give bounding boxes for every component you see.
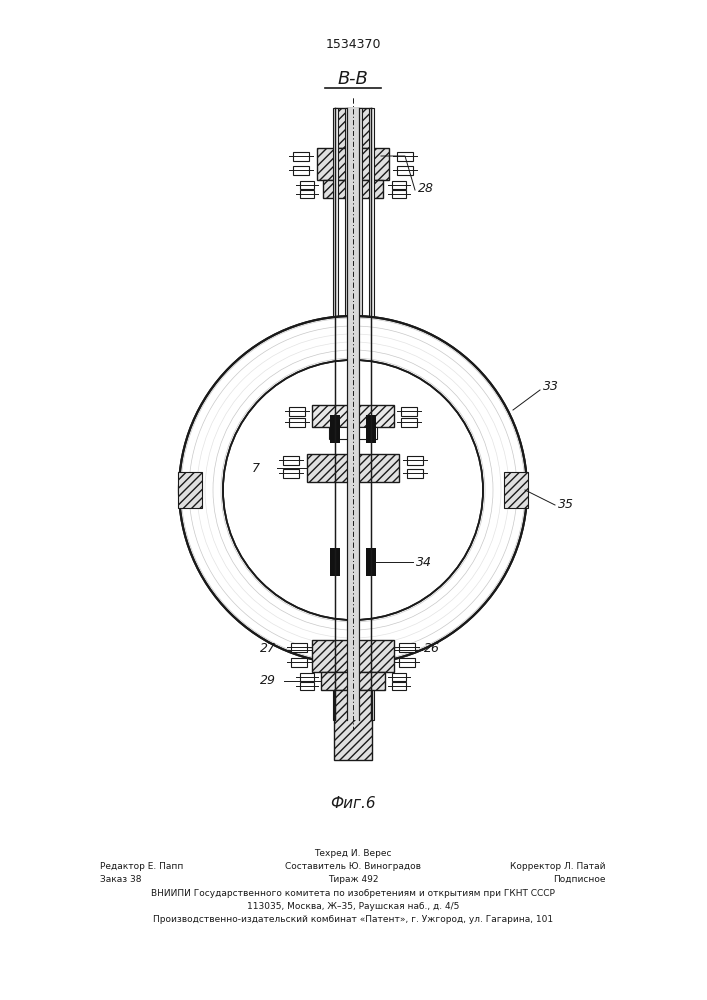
Text: 113035, Москва, Ж–35, Раушская наб., д. 4/5: 113035, Москва, Ж–35, Раушская наб., д. … bbox=[247, 902, 459, 911]
Bar bbox=[397, 165, 413, 174]
Ellipse shape bbox=[179, 316, 527, 664]
Text: Фиг.6: Фиг.6 bbox=[330, 796, 376, 811]
Text: ВНИИПИ Государственного комитета по изобретениям и открытиям при ГКНТ СССР: ВНИИПИ Государственного комитета по изоб… bbox=[151, 889, 555, 898]
Bar bbox=[399, 643, 415, 652]
Text: Заказ 38: Заказ 38 bbox=[100, 875, 141, 884]
Bar bbox=[345, 108, 350, 720]
Bar bbox=[330, 415, 340, 443]
Bar bbox=[504, 472, 528, 508]
Text: 26: 26 bbox=[424, 642, 440, 654]
Bar bbox=[291, 643, 307, 652]
Text: 29: 29 bbox=[260, 674, 276, 686]
Bar bbox=[300, 673, 314, 681]
Bar bbox=[307, 454, 399, 482]
Bar bbox=[407, 468, 423, 478]
Text: Подписное: Подписное bbox=[554, 875, 606, 884]
Bar bbox=[300, 682, 314, 690]
Text: 34: 34 bbox=[416, 556, 432, 568]
Bar bbox=[291, 658, 307, 666]
Bar bbox=[330, 548, 340, 576]
Bar bbox=[333, 108, 338, 720]
Text: Техред И. Верес: Техред И. Верес bbox=[314, 849, 392, 858]
Bar bbox=[312, 405, 394, 427]
Bar bbox=[401, 406, 417, 416]
Bar bbox=[369, 108, 374, 720]
Bar bbox=[401, 418, 417, 426]
Bar bbox=[334, 108, 372, 148]
Text: Тираж 492: Тираж 492 bbox=[328, 875, 378, 884]
Text: Редактор Е. Папп: Редактор Е. Папп bbox=[100, 862, 183, 871]
Bar bbox=[329, 427, 377, 439]
Bar bbox=[334, 690, 372, 760]
Bar bbox=[392, 682, 406, 690]
Text: 27: 27 bbox=[260, 642, 276, 654]
Bar bbox=[366, 548, 376, 576]
Text: B-B: B-B bbox=[337, 70, 368, 88]
Bar bbox=[178, 472, 202, 508]
Bar bbox=[323, 180, 383, 198]
Bar bbox=[300, 190, 314, 198]
Bar bbox=[283, 468, 299, 478]
Bar bbox=[283, 456, 299, 464]
Bar bbox=[347, 108, 359, 720]
Bar bbox=[317, 148, 389, 180]
Bar bbox=[293, 165, 309, 174]
Bar bbox=[289, 418, 305, 426]
Bar bbox=[293, 151, 309, 160]
Text: 1534370: 1534370 bbox=[325, 38, 381, 51]
Bar bbox=[300, 181, 314, 189]
Text: 33: 33 bbox=[543, 380, 559, 393]
Bar bbox=[366, 415, 376, 443]
Bar bbox=[407, 456, 423, 464]
Bar bbox=[321, 672, 385, 690]
Text: Производственно-издательский комбинат «Патент», г. Ужгород, ул. Гагарина, 101: Производственно-издательский комбинат «П… bbox=[153, 915, 553, 924]
Bar bbox=[357, 108, 362, 720]
Text: 7: 7 bbox=[252, 462, 260, 475]
Bar bbox=[392, 181, 406, 189]
Bar bbox=[289, 406, 305, 416]
Text: Корректор Л. Патай: Корректор Л. Патай bbox=[510, 862, 606, 871]
Bar bbox=[392, 673, 406, 681]
Text: Составитель Ю. Виноградов: Составитель Ю. Виноградов bbox=[285, 862, 421, 871]
Ellipse shape bbox=[223, 360, 483, 620]
Text: 28: 28 bbox=[418, 182, 434, 194]
Text: 35: 35 bbox=[558, 497, 574, 510]
Bar bbox=[312, 640, 394, 672]
Bar bbox=[392, 190, 406, 198]
Bar bbox=[399, 658, 415, 666]
Bar bbox=[397, 151, 413, 160]
